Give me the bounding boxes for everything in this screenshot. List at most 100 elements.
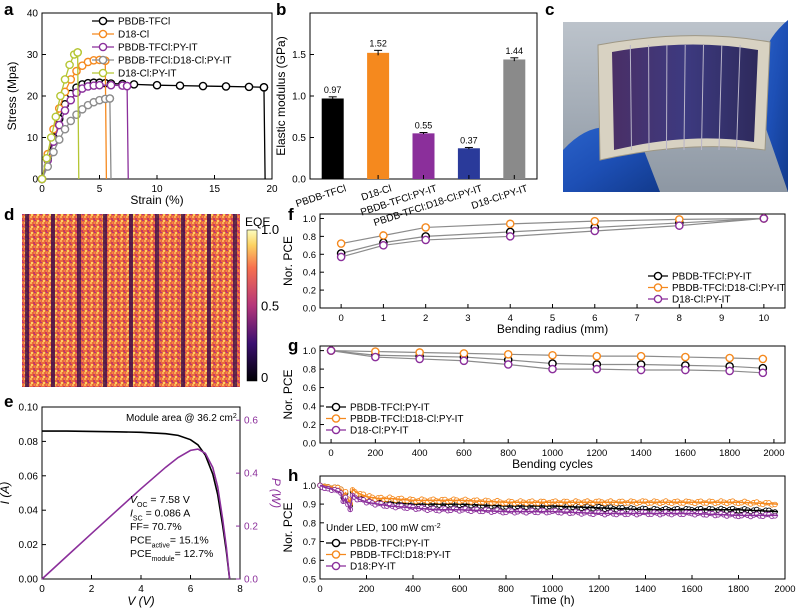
y-tick-label: 0.4 xyxy=(303,402,316,413)
x-axis-label: Bending radius (mm) xyxy=(497,322,608,336)
x-tick-label: 0 xyxy=(338,313,343,324)
stat-part: = 12.7% xyxy=(175,548,214,560)
legend-marker xyxy=(653,283,663,292)
data-point xyxy=(592,351,602,361)
x-tick-label: 10 xyxy=(151,184,163,195)
x-tick-label: 2000 xyxy=(774,584,795,595)
data-point xyxy=(421,235,430,245)
stress-strain-point xyxy=(37,174,47,184)
legend-marker xyxy=(98,68,108,78)
y-tick-label: 0.04 xyxy=(19,506,39,517)
y-tick-label: 30 xyxy=(27,50,39,61)
data-point xyxy=(636,351,646,361)
x-tick-label: 20 xyxy=(266,184,278,195)
data-point xyxy=(681,352,690,362)
module-gap xyxy=(103,214,107,387)
y2-tick-label: 0.2 xyxy=(244,522,258,533)
stat-part: OC xyxy=(137,502,148,509)
x-tick-label: 800 xyxy=(500,448,516,459)
y-axis-label: Stress (Mpa) xyxy=(5,62,19,131)
stress-strain-point xyxy=(66,95,76,105)
colorbar-tick: 1.0 xyxy=(261,222,279,237)
data-point xyxy=(590,226,600,236)
legend-label: D18-Cl:PY-IT xyxy=(118,69,177,80)
annotation-superscript: 2 xyxy=(233,413,237,420)
x-tick-label: 1200 xyxy=(588,584,609,595)
data-point xyxy=(459,356,469,366)
stress-strain-point xyxy=(66,116,76,126)
x-tick-label: 5 xyxy=(550,313,555,324)
y-tick-label: 0 xyxy=(32,175,38,186)
legend-marker xyxy=(653,294,663,304)
stat-part: V xyxy=(130,494,138,506)
data-point xyxy=(503,360,513,369)
legend-marker xyxy=(98,55,108,65)
iv-curve xyxy=(42,430,231,580)
y-tick-label: 0.6 xyxy=(303,250,316,261)
x-axis-label: Time (h) xyxy=(530,593,574,607)
legend-label: PBDB-TFCl:PY-IT xyxy=(118,43,198,54)
device-stat: FF= 70.7% xyxy=(130,521,182,533)
stat-part: = 7.58 V xyxy=(148,494,190,506)
y-tick-label: 0.0 xyxy=(292,175,306,186)
y-axis-label: Nor. PCE xyxy=(281,236,295,286)
stress-strain-point xyxy=(42,153,51,163)
stress-strain-point xyxy=(54,135,64,144)
stress-strain-point xyxy=(129,80,139,89)
stress-strain-point xyxy=(46,133,56,142)
y-tick-label: 1.0 xyxy=(303,214,316,225)
panel-label-g: g xyxy=(288,336,299,355)
x-tick-label: 4 xyxy=(138,584,144,595)
x-tick-label: 400 xyxy=(412,448,428,459)
cell-divider xyxy=(683,44,686,151)
device-stat: PCEmodule= 12.7% xyxy=(130,548,213,563)
x-tick-label: 10 xyxy=(759,313,770,324)
bar-value-label: 1.44 xyxy=(506,46,524,56)
series-line xyxy=(331,350,763,369)
x-tick-label: 8 xyxy=(237,584,243,595)
x-category-label: PBDB-TFCl xyxy=(295,183,348,210)
legend-label: PBDB-TFCl:PY-IT xyxy=(672,272,752,283)
stress-strain-point xyxy=(175,81,185,90)
x-tick-label: 600 xyxy=(452,584,468,595)
data-point xyxy=(326,346,336,355)
stress-strain-point xyxy=(198,81,208,91)
y-tick-label: 0.5 xyxy=(292,133,306,144)
x-tick-label: 9 xyxy=(719,313,724,324)
break-point xyxy=(259,82,269,92)
legend-marker xyxy=(331,402,341,412)
series-line xyxy=(330,350,763,374)
y-tick-label: 0.08 xyxy=(19,437,39,448)
y-tick-label: 1.0 xyxy=(303,481,316,492)
data-point xyxy=(336,252,346,262)
stat-part: module xyxy=(152,556,175,563)
colorbar-title: EQE xyxy=(245,215,270,229)
y-tick-label: 0.6 xyxy=(303,556,316,567)
data-point xyxy=(681,365,690,375)
stress-strain-point xyxy=(60,75,70,84)
data-point xyxy=(725,353,734,363)
stress-strain-point xyxy=(106,80,116,90)
x-tick-label: 1600 xyxy=(681,584,702,595)
legend-marker xyxy=(331,538,341,548)
data-point xyxy=(758,368,768,378)
bar xyxy=(457,148,480,179)
y2-tick-label: 0.0 xyxy=(244,575,258,586)
legend-marker xyxy=(331,561,341,571)
stat-part: SC xyxy=(133,515,143,522)
stat-part: FF= 70.7% xyxy=(130,521,182,533)
data-point xyxy=(379,231,388,240)
y-tick-label: 0.06 xyxy=(19,471,39,482)
x-tick-label: 1400 xyxy=(631,448,652,459)
module-gap xyxy=(207,214,211,387)
x-tick-label: 1800 xyxy=(719,448,740,459)
y-tick-label: 1.0 xyxy=(303,346,316,357)
panel-label-h: h xyxy=(288,466,299,485)
x-tick-label: 1400 xyxy=(635,584,656,595)
x-tick-label: 7 xyxy=(634,313,639,324)
y-tick-label: 0.6 xyxy=(303,383,316,394)
legend-marker xyxy=(331,550,341,559)
y2-tick-label: 0.6 xyxy=(244,416,258,427)
pv-curve xyxy=(41,448,231,580)
x-tick-label: 1200 xyxy=(586,448,607,459)
